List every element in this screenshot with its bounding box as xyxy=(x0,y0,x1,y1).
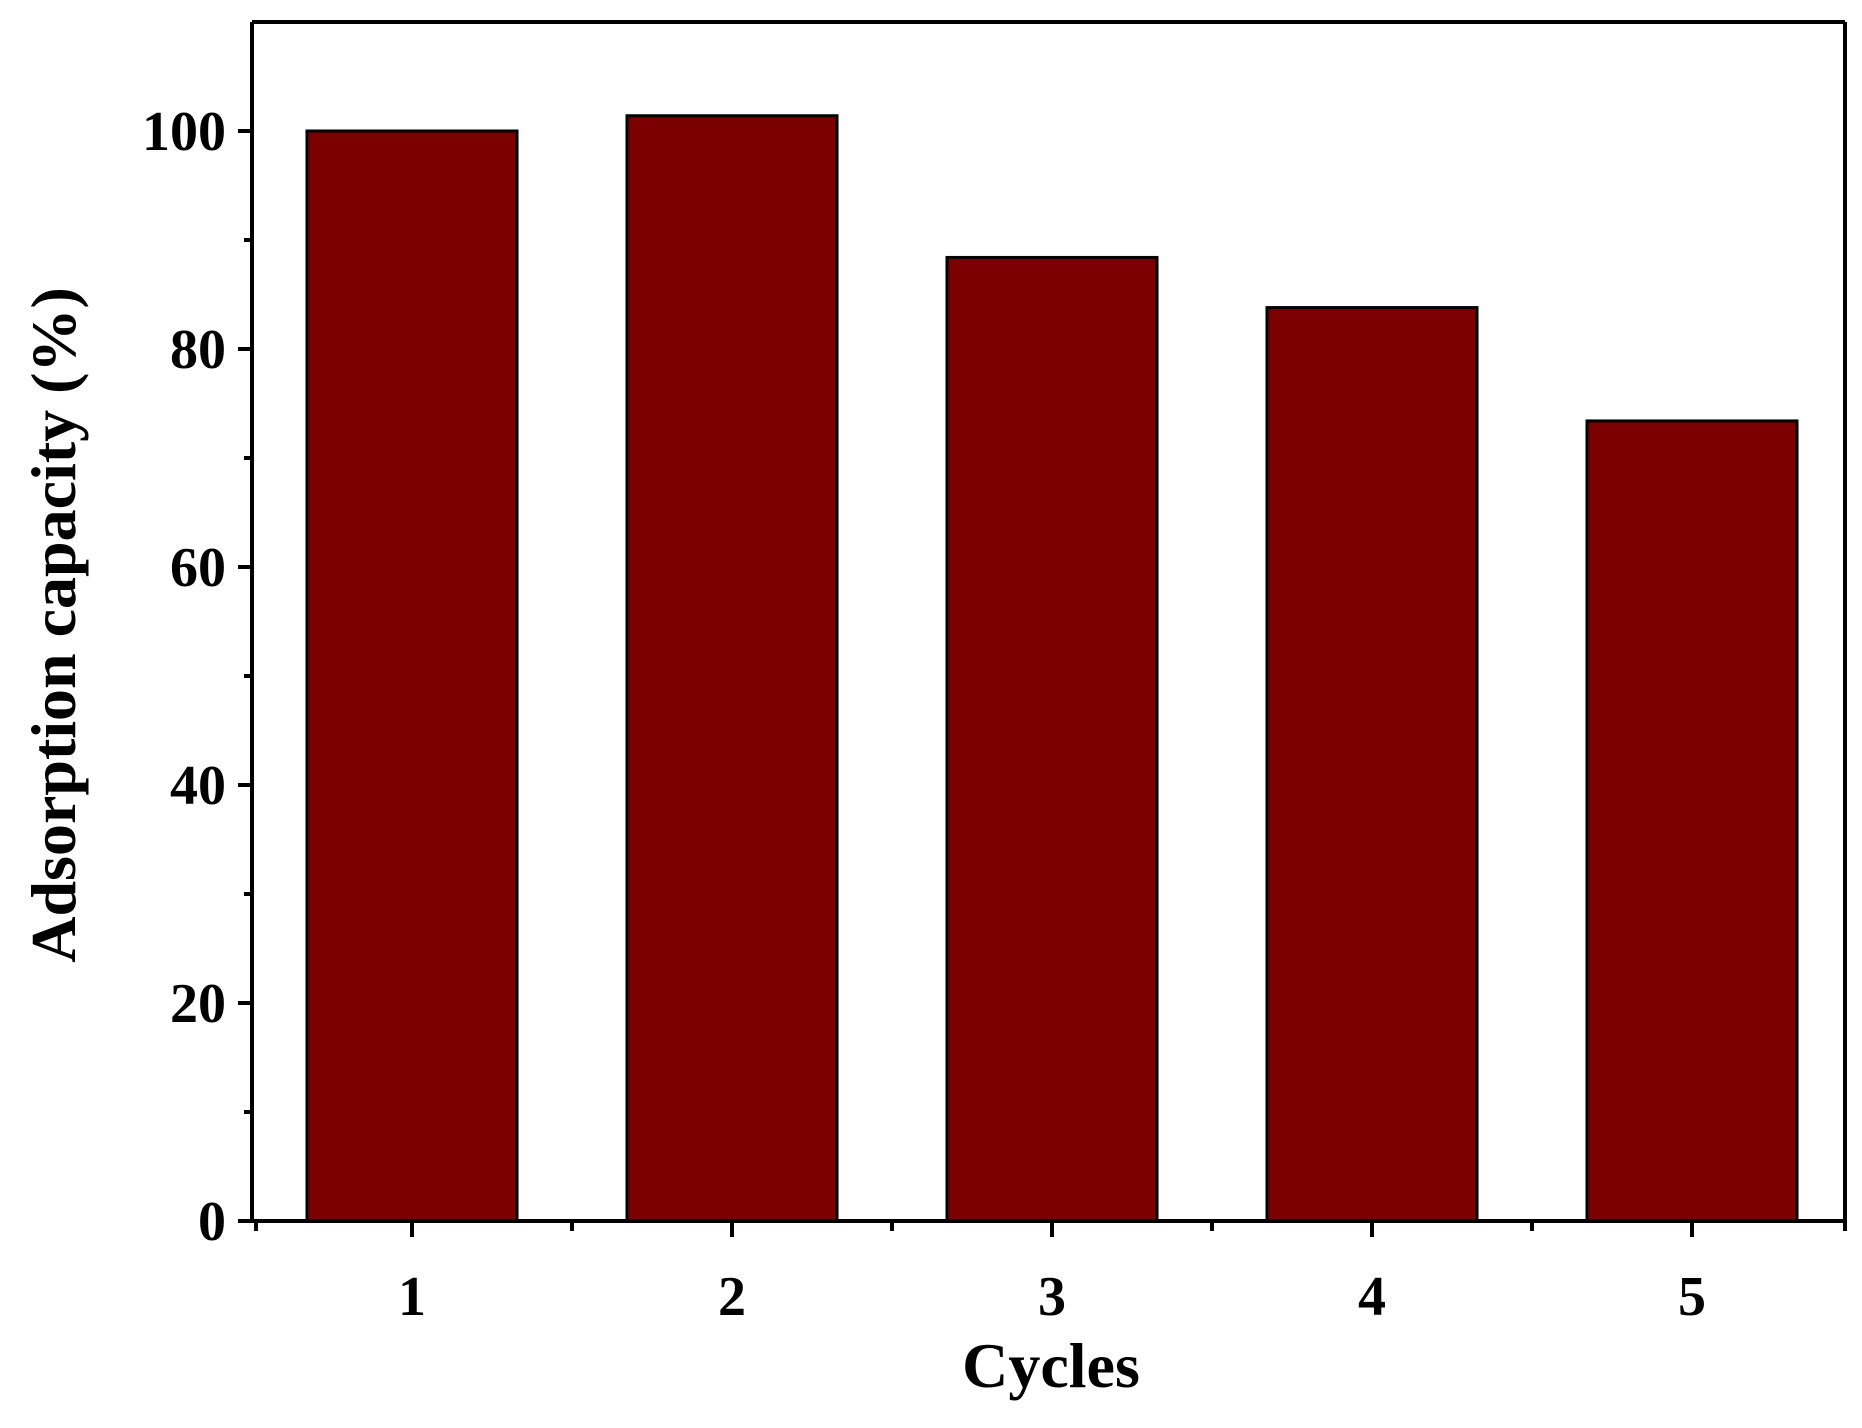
x-tick-label: 5 xyxy=(1678,1266,1706,1328)
x-tick-label: 3 xyxy=(1038,1266,1066,1328)
y-tick-label: 40 xyxy=(170,755,226,817)
x-tick-label: 1 xyxy=(398,1266,426,1328)
x-tick-label: 2 xyxy=(718,1266,746,1328)
labels-layer: Cycles Adsorption capacity (%) xyxy=(18,287,1140,1401)
axes-layer: 0 20 40 60 80 100 1 2 3 4 5 xyxy=(142,20,1847,1328)
y-tick-label: 20 xyxy=(170,973,226,1035)
bars-layer xyxy=(305,114,1799,1223)
y-tick-label: 80 xyxy=(170,319,226,381)
y-tick-label: 0 xyxy=(198,1191,226,1253)
x-tick-label: 4 xyxy=(1358,1266,1386,1328)
y-axis-title: Adsorption capacity (%) xyxy=(18,287,89,963)
bar-cycle-3 xyxy=(945,255,1159,1223)
bar-cycle-1 xyxy=(305,129,519,1223)
y-tick-label: 60 xyxy=(170,537,226,599)
bar-cycle-2 xyxy=(625,114,839,1223)
y-tick-label: 100 xyxy=(142,101,226,163)
x-axis-title: Cycles xyxy=(962,1330,1140,1401)
bar-cycle-5 xyxy=(1585,419,1799,1223)
bar-cycle-4 xyxy=(1265,306,1479,1223)
